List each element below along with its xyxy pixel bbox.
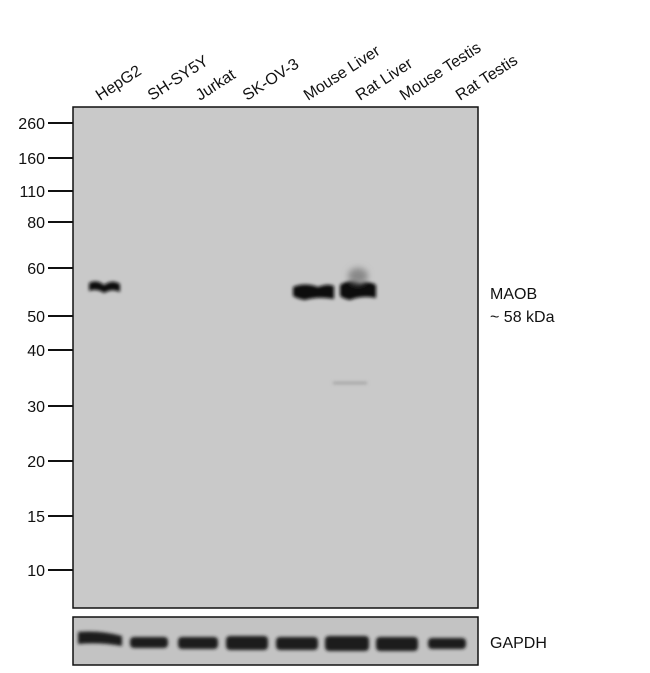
marker-label: 110 [19, 184, 45, 201]
marker-label: 160 [18, 151, 45, 168]
target-name: MAOB [490, 286, 537, 303]
marker-label: 10 [27, 563, 45, 580]
marker-label: 80 [27, 215, 45, 232]
marker-label: 50 [27, 309, 45, 326]
marker-label: 30 [27, 399, 45, 416]
main-blot [72, 106, 479, 609]
lane-label: HepG2 [93, 62, 145, 104]
gapdh-bands [78, 631, 466, 651]
marker-label: 260 [18, 116, 45, 133]
marker-label: 40 [27, 343, 45, 360]
target-size: ~ 58 kDa [490, 309, 555, 326]
marker-label: 15 [27, 509, 45, 526]
maob-bands [89, 268, 376, 384]
marker-label: 60 [27, 261, 45, 278]
loading-control: GAPDH [490, 635, 547, 652]
lane-label: SK-OV-3 [240, 56, 302, 105]
marker-ladder: 260 160 110 80 60 50 40 30 20 15 10 [18, 116, 73, 580]
marker-label: 20 [27, 454, 45, 471]
